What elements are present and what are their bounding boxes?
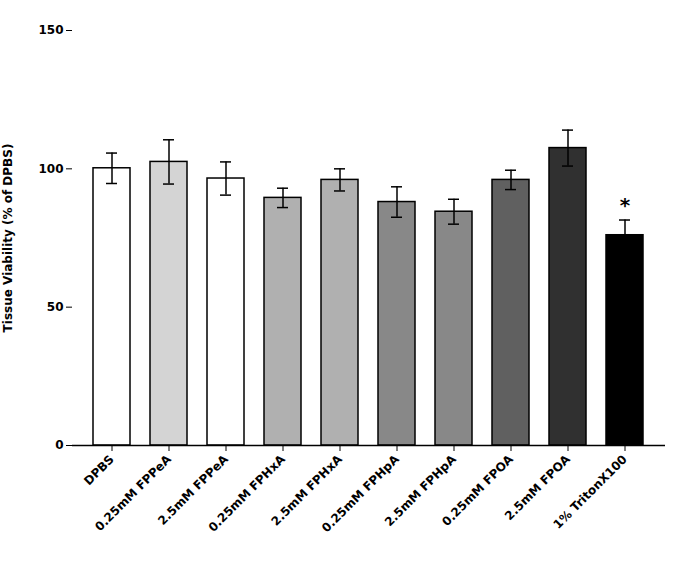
svg-text:150: 150 (38, 23, 63, 37)
svg-text:0.25mM FPPeA: 0.25mM FPPeA (92, 452, 174, 534)
svg-text:2.5mM FPHxA: 2.5mM FPHxA (268, 452, 345, 529)
svg-text:DPBS: DPBS (81, 452, 117, 488)
svg-text:1% TritonX100: 1% TritonX100 (550, 452, 629, 531)
svg-text:0.25mM FPHpA: 0.25mM FPHpA (319, 452, 402, 536)
svg-text:2.5mM FPOA: 2.5mM FPOA (502, 452, 573, 523)
svg-text:50: 50 (47, 300, 64, 314)
svg-text:*: * (620, 193, 631, 217)
svg-text:0.25mM FPHxA: 0.25mM FPHxA (205, 452, 288, 535)
svg-text:Tissue Viability (% of DPBS): Tissue Viability (% of DPBS) (1, 144, 15, 333)
svg-text:0: 0 (55, 438, 63, 452)
svg-text:2.5mM FPPeA: 2.5mM FPPeA (155, 452, 231, 528)
svg-text:0.25mM FPOA: 0.25mM FPOA (439, 452, 516, 529)
svg-text:100: 100 (38, 162, 63, 176)
svg-text:2.5mM FPHpA: 2.5mM FPHpA (381, 452, 459, 530)
